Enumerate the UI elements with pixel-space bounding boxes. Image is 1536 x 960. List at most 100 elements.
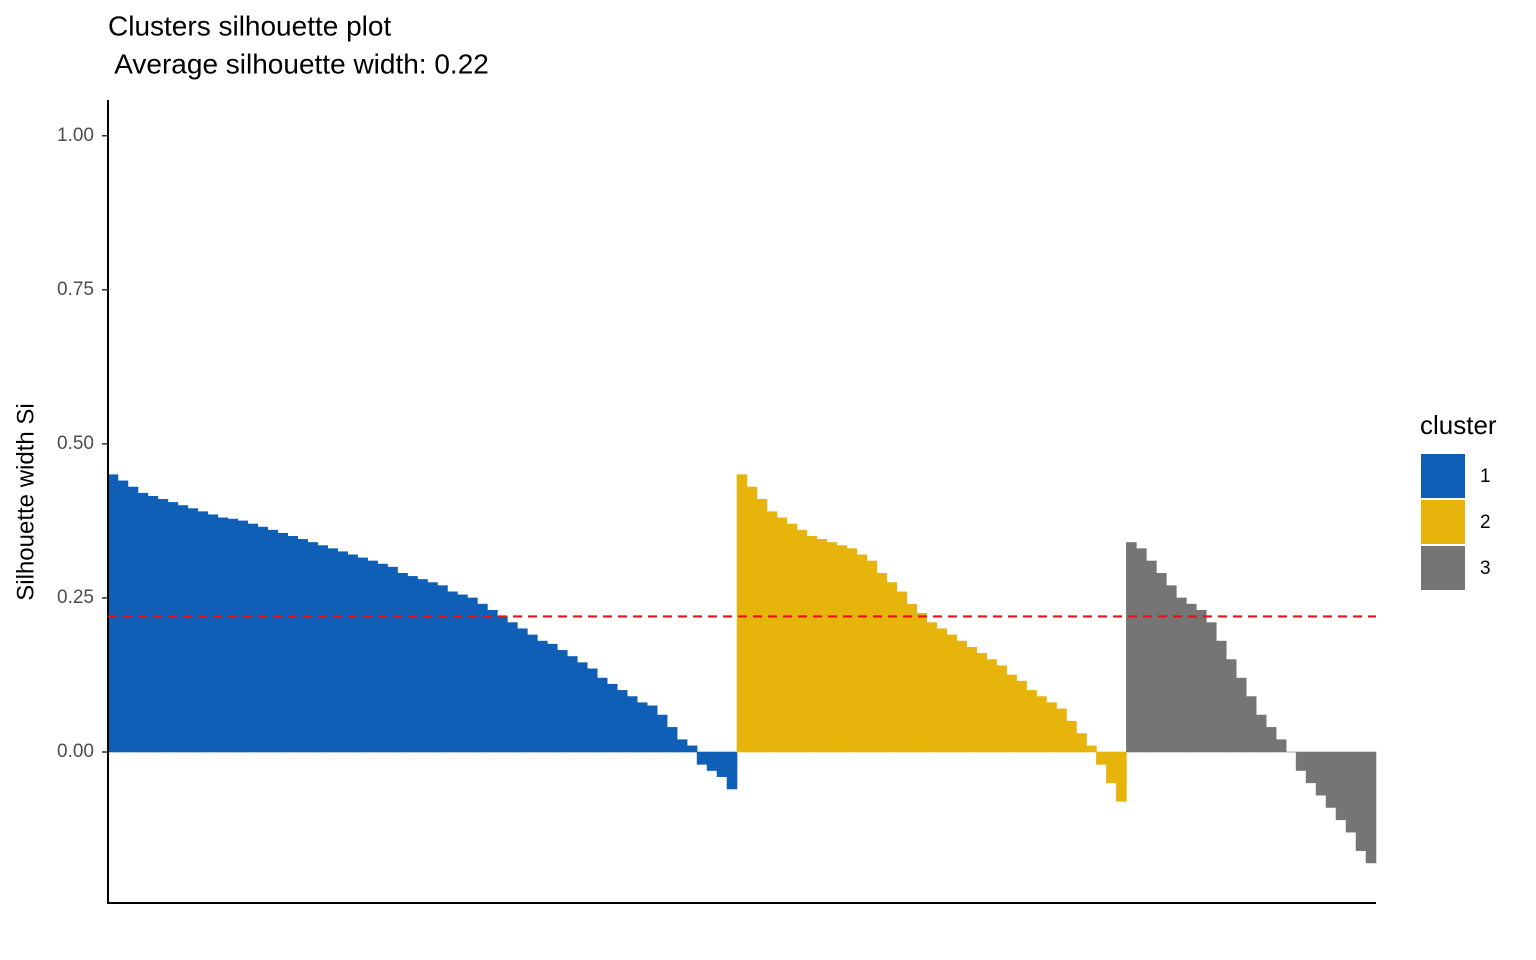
- bar: [946, 634, 957, 753]
- bar: [237, 520, 249, 753]
- bar: [836, 545, 848, 753]
- legend-label: 2: [1480, 512, 1491, 533]
- bar: [167, 502, 179, 753]
- bar: [1066, 720, 1077, 753]
- plot-area: [107, 474, 1377, 864]
- bar: [826, 542, 838, 753]
- bar: [1086, 745, 1097, 753]
- y-axis-label: Silhouette width Si: [12, 403, 39, 600]
- bar: [327, 548, 338, 753]
- bar: [537, 640, 548, 753]
- bar: [796, 529, 808, 753]
- bar: [457, 594, 468, 753]
- bar: [706, 751, 718, 771]
- bar: [357, 557, 368, 753]
- bar: [866, 560, 878, 753]
- bar: [1096, 751, 1107, 765]
- bar: [846, 548, 858, 753]
- bar: [1036, 696, 1047, 753]
- bar: [397, 572, 408, 753]
- bar: [716, 751, 728, 777]
- bar: [606, 683, 618, 753]
- y-tick-label: 1.00: [57, 125, 94, 146]
- bar: [1136, 548, 1147, 753]
- bar: [766, 511, 778, 753]
- bar: [726, 751, 738, 790]
- bar: [207, 514, 219, 753]
- bar: [157, 499, 169, 753]
- bar: [1076, 733, 1087, 753]
- bar: [147, 495, 159, 753]
- bar: [1235, 677, 1247, 753]
- bar: [1275, 739, 1287, 753]
- bar: [297, 539, 308, 753]
- bar: [1116, 751, 1127, 802]
- bar: [906, 603, 918, 753]
- bar: [1355, 751, 1367, 851]
- y-tick-label: 0.00: [57, 741, 94, 762]
- bar: [1225, 659, 1237, 753]
- bar: [786, 523, 798, 753]
- bar: [916, 613, 928, 753]
- bar: [307, 542, 318, 753]
- bar: [317, 545, 328, 753]
- legend-title: cluster: [1420, 410, 1497, 440]
- bar: [517, 628, 528, 753]
- bar: [856, 554, 868, 753]
- legend: cluster 1 2 3: [1420, 410, 1497, 590]
- bar: [996, 665, 1007, 753]
- bar: [956, 640, 967, 753]
- bar: [407, 576, 418, 753]
- bar: [227, 518, 239, 753]
- bar: [1305, 751, 1317, 784]
- bar: [1295, 751, 1307, 771]
- legend-label: 1: [1480, 466, 1491, 487]
- bar: [1156, 572, 1167, 753]
- bar: [1146, 560, 1157, 753]
- bar: [1265, 727, 1277, 753]
- legend-label: 3: [1480, 558, 1491, 579]
- bar: [746, 486, 758, 753]
- y-tick-label: 0.50: [57, 433, 94, 454]
- bar: [1126, 542, 1137, 753]
- bar: [547, 643, 558, 753]
- bar: [1345, 751, 1357, 833]
- legend-swatch: [1421, 500, 1465, 544]
- bar: [277, 532, 289, 753]
- bar: [127, 486, 139, 753]
- bar: [926, 622, 937, 753]
- bar: [756, 499, 768, 753]
- bar: [257, 526, 269, 753]
- bar: [886, 582, 898, 753]
- bar: [576, 662, 588, 753]
- bar: [177, 505, 189, 753]
- bar: [566, 656, 578, 753]
- bar: [1365, 751, 1377, 864]
- bar: [497, 616, 508, 753]
- bar: [966, 646, 977, 753]
- bar: [586, 668, 598, 753]
- bar: [1325, 751, 1337, 808]
- bar: [1006, 674, 1017, 753]
- bar: [806, 536, 818, 753]
- bar: [686, 745, 698, 753]
- y-tick-label: 0.75: [57, 279, 94, 300]
- bar: [437, 585, 448, 753]
- bar: [1335, 751, 1347, 821]
- bar: [1195, 609, 1207, 753]
- bar: [287, 536, 299, 753]
- bar: [976, 653, 987, 753]
- bar: [197, 511, 209, 753]
- legend-swatch: [1421, 546, 1465, 590]
- bar: [1185, 603, 1197, 753]
- y-tick-label: 0.25: [57, 587, 94, 608]
- bar: [427, 582, 438, 753]
- bar: [267, 529, 279, 753]
- bar: [666, 727, 678, 753]
- bar: [1245, 696, 1257, 753]
- bar: [646, 705, 658, 753]
- bar: [1205, 622, 1217, 753]
- bar: [337, 551, 348, 753]
